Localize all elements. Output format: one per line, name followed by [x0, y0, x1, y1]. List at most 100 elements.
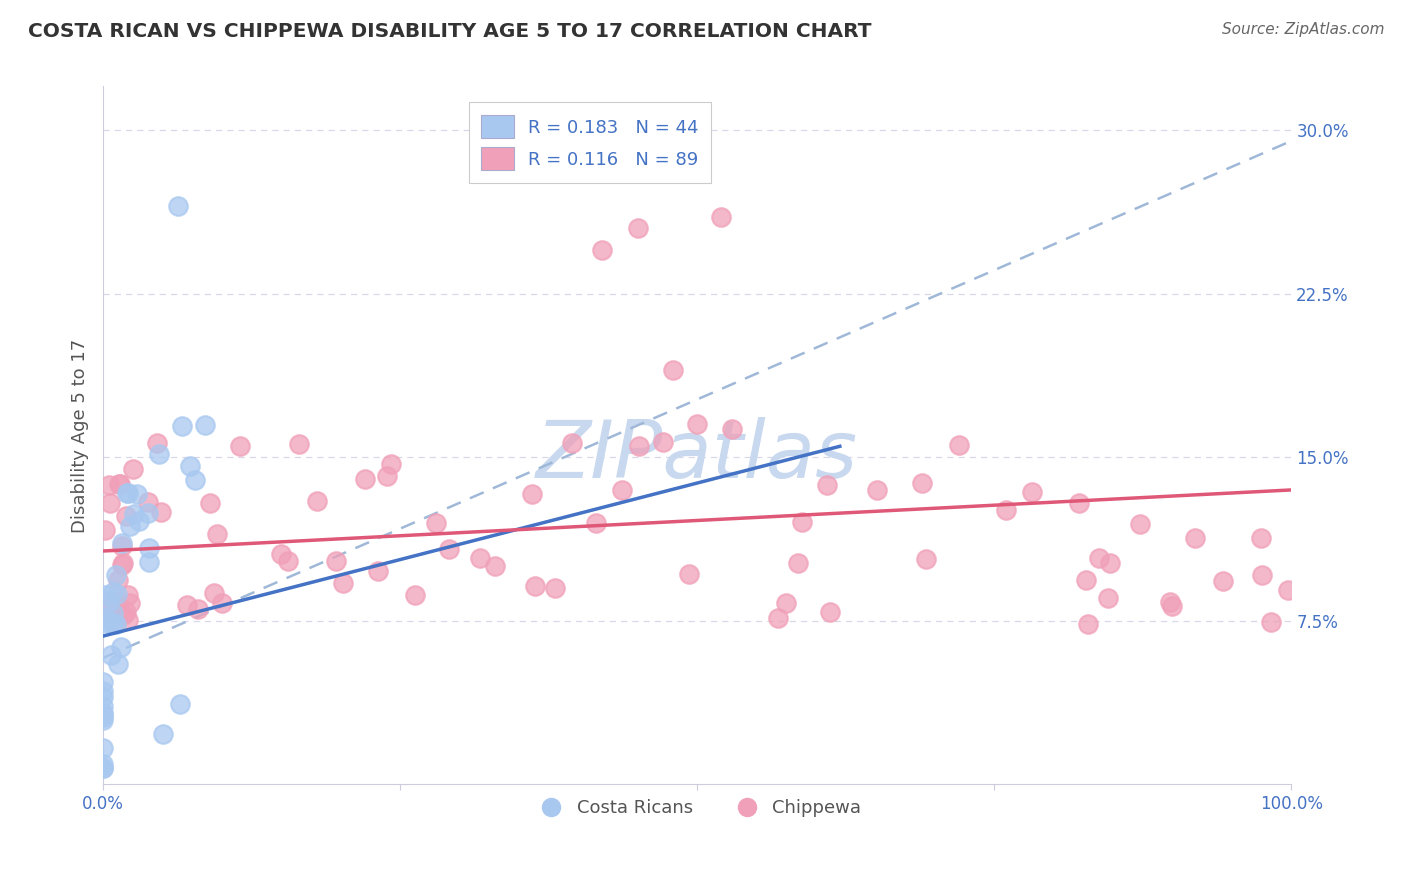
- Point: [148, 447, 170, 461]
- Point: [425, 516, 447, 530]
- Point: [768, 611, 790, 625]
- Point: [110, 640, 132, 654]
- Point: [107, 657, 129, 672]
- Point: [98, 496, 121, 510]
- Point: [115, 605, 138, 619]
- Point: [111, 556, 134, 570]
- Point: [91, 706, 114, 720]
- Point: [229, 439, 252, 453]
- Point: [1129, 516, 1152, 531]
- Point: [305, 493, 328, 508]
- Point: [202, 586, 225, 600]
- Point: [93, 603, 115, 617]
- Point: [380, 457, 402, 471]
- Point: [112, 608, 135, 623]
- Point: [1067, 496, 1090, 510]
- Point: [468, 551, 491, 566]
- Point: [117, 588, 139, 602]
- Point: [995, 502, 1018, 516]
- Point: [1021, 485, 1043, 500]
- Point: [97, 478, 120, 492]
- Point: [176, 598, 198, 612]
- Point: [1161, 599, 1184, 614]
- Point: [911, 475, 934, 490]
- Point: [136, 494, 159, 508]
- Point: [1159, 595, 1181, 609]
- Point: [138, 541, 160, 556]
- Point: [786, 556, 808, 570]
- Point: [585, 516, 607, 530]
- Point: [108, 477, 131, 491]
- Point: [91, 699, 114, 714]
- Point: [107, 573, 129, 587]
- Point: [91, 713, 114, 727]
- Point: [818, 606, 841, 620]
- Point: [91, 690, 114, 704]
- Point: [91, 683, 114, 698]
- Point: [167, 199, 190, 213]
- Point: [146, 436, 169, 450]
- Point: [1250, 568, 1272, 582]
- Point: [111, 535, 134, 549]
- Point: [561, 436, 583, 450]
- Point: [686, 417, 709, 432]
- Point: [104, 616, 127, 631]
- Point: [710, 211, 733, 225]
- Point: [100, 612, 122, 626]
- Point: [612, 483, 634, 497]
- Point: [169, 697, 191, 711]
- Point: [149, 505, 172, 519]
- Point: [775, 596, 797, 610]
- Point: [101, 611, 124, 625]
- Point: [591, 243, 613, 257]
- Point: [122, 462, 145, 476]
- Point: [91, 675, 114, 690]
- Point: [678, 567, 700, 582]
- Legend: Costa Ricans, Chippewa: Costa Ricans, Chippewa: [526, 792, 869, 824]
- Point: [437, 541, 460, 556]
- Point: [662, 363, 685, 377]
- Point: [815, 478, 838, 492]
- Point: [1077, 617, 1099, 632]
- Y-axis label: Disability Age 5 to 17: Disability Age 5 to 17: [72, 338, 89, 533]
- Point: [110, 539, 132, 553]
- Point: [627, 221, 650, 235]
- Text: Source: ZipAtlas.com: Source: ZipAtlas.com: [1222, 22, 1385, 37]
- Point: [1098, 556, 1121, 570]
- Point: [277, 553, 299, 567]
- Point: [117, 613, 139, 627]
- Point: [1277, 582, 1299, 597]
- Point: [170, 418, 193, 433]
- Point: [91, 756, 114, 771]
- Point: [1074, 573, 1097, 587]
- Point: [523, 579, 546, 593]
- Point: [103, 584, 125, 599]
- Point: [1097, 591, 1119, 606]
- Point: [128, 514, 150, 528]
- Point: [118, 596, 141, 610]
- Point: [117, 485, 139, 500]
- Point: [98, 595, 121, 609]
- Point: [179, 459, 201, 474]
- Point: [375, 469, 398, 483]
- Point: [543, 581, 565, 595]
- Point: [866, 483, 889, 498]
- Text: ZIPatlas: ZIPatlas: [536, 417, 858, 495]
- Point: [628, 439, 651, 453]
- Point: [1088, 551, 1111, 566]
- Point: [152, 727, 174, 741]
- Point: [110, 477, 132, 491]
- Point: [101, 615, 124, 630]
- Point: [522, 486, 544, 500]
- Point: [211, 595, 233, 609]
- Point: [117, 486, 139, 500]
- Point: [105, 568, 128, 582]
- Point: [270, 548, 292, 562]
- Point: [94, 615, 117, 630]
- Point: [97, 595, 120, 609]
- Point: [91, 710, 114, 724]
- Point: [136, 506, 159, 520]
- Point: [484, 559, 506, 574]
- Point: [100, 616, 122, 631]
- Point: [721, 422, 744, 436]
